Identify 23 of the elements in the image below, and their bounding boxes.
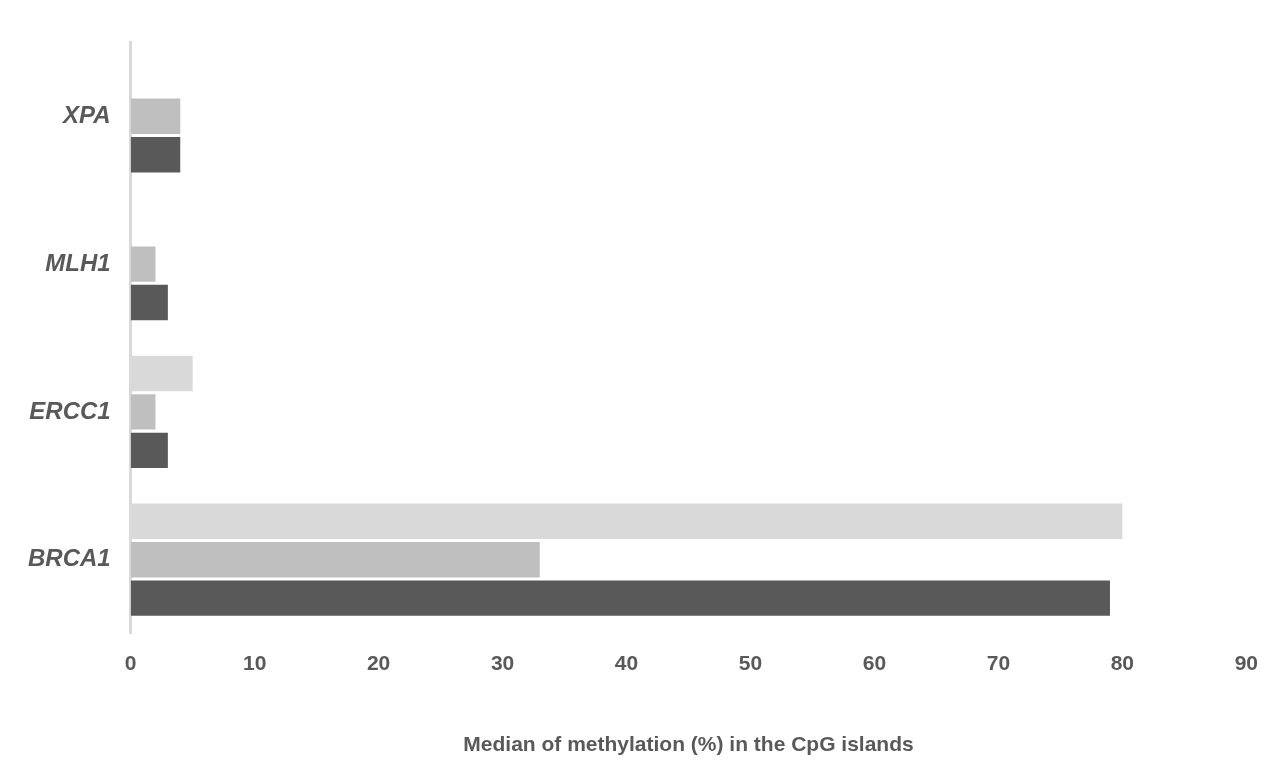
y-tick-label: BRCA1 [27, 544, 111, 572]
bar [130, 580, 1110, 616]
y-tick-label: MLH1 [45, 248, 111, 276]
bar [130, 542, 540, 578]
bar [130, 246, 156, 282]
x-tick-label: 60 [862, 651, 887, 674]
x-tick-label: 90 [1234, 651, 1258, 674]
x-tick-label: 0 [124, 651, 137, 674]
x-tick-label: 70 [986, 651, 1011, 674]
x-tick-label: 30 [490, 651, 515, 674]
x-tick-label: 10 [242, 651, 267, 674]
x-axis-title: Median of methylation (%) in the CpG islands [463, 732, 914, 756]
x-tick-label: 20 [366, 651, 391, 674]
x-tick-label: 80 [1110, 651, 1135, 674]
x-tick-label: 50 [738, 651, 763, 674]
bar [130, 394, 156, 430]
y-tick-label: XPA [61, 100, 111, 128]
bar [130, 98, 181, 134]
y-tick-label: ERCC1 [29, 396, 111, 424]
bar [130, 432, 168, 469]
bar [130, 284, 168, 321]
bar [130, 137, 181, 173]
x-tick-label: 40 [614, 651, 639, 674]
